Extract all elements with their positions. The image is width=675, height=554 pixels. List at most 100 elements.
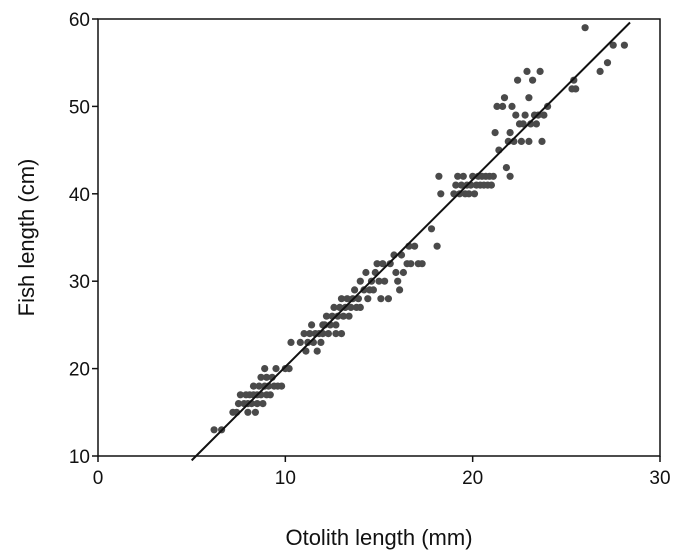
data-point bbox=[489, 172, 497, 180]
data-point bbox=[502, 164, 510, 172]
data-point bbox=[251, 408, 259, 416]
data-point bbox=[304, 338, 312, 346]
data-point bbox=[514, 76, 522, 84]
data-point bbox=[253, 400, 261, 408]
data-point bbox=[377, 295, 385, 303]
data-point bbox=[452, 181, 460, 189]
data-point bbox=[351, 286, 359, 294]
data-point bbox=[369, 286, 377, 294]
data-point bbox=[313, 347, 321, 355]
x-tick-label: 20 bbox=[462, 468, 483, 489]
data-point bbox=[244, 408, 252, 416]
data-point bbox=[356, 303, 364, 311]
data-point bbox=[330, 303, 338, 311]
data-point bbox=[411, 242, 419, 250]
data-point bbox=[339, 312, 347, 320]
y-tick-label: 60 bbox=[69, 10, 90, 31]
data-point bbox=[261, 365, 269, 373]
data-point bbox=[581, 24, 589, 32]
data-point bbox=[437, 190, 445, 198]
data-point bbox=[386, 260, 394, 268]
data-point bbox=[570, 76, 578, 84]
data-point bbox=[306, 330, 314, 338]
data-point bbox=[322, 312, 331, 320]
data-point bbox=[540, 111, 548, 119]
data-point bbox=[433, 242, 441, 250]
data-point bbox=[249, 382, 258, 390]
data-point bbox=[375, 277, 383, 285]
data-point bbox=[459, 172, 467, 180]
data-point bbox=[532, 120, 541, 128]
data-point bbox=[334, 312, 342, 320]
data-point bbox=[394, 277, 402, 285]
y-tick-label: 10 bbox=[69, 447, 90, 468]
data-point bbox=[257, 373, 265, 381]
data-point bbox=[287, 338, 295, 346]
data-point bbox=[508, 102, 516, 110]
data-point bbox=[499, 102, 507, 110]
data-point bbox=[266, 391, 274, 399]
data-point bbox=[465, 190, 473, 198]
data-point bbox=[407, 260, 415, 268]
data-point bbox=[529, 76, 537, 84]
data-point bbox=[491, 129, 499, 137]
data-point bbox=[427, 225, 436, 233]
data-point bbox=[263, 373, 271, 381]
y-tick-label: 20 bbox=[69, 360, 90, 381]
data-point bbox=[347, 303, 355, 311]
data-point bbox=[596, 67, 604, 75]
data-point bbox=[308, 321, 316, 329]
data-point bbox=[620, 41, 629, 49]
data-point bbox=[337, 330, 346, 338]
data-point bbox=[392, 268, 400, 277]
data-point bbox=[418, 260, 426, 268]
data-point bbox=[336, 303, 344, 311]
x-tick-label: 30 bbox=[649, 468, 670, 489]
data-point bbox=[278, 382, 286, 390]
y-tick-label: 30 bbox=[69, 272, 90, 293]
data-point bbox=[544, 102, 552, 110]
x-tick-label: 10 bbox=[275, 468, 296, 489]
data-point bbox=[379, 260, 387, 268]
y-tick-label: 40 bbox=[69, 185, 90, 206]
data-point bbox=[523, 67, 531, 75]
data-point bbox=[384, 295, 392, 303]
data-point bbox=[356, 277, 364, 285]
x-tick-label: 0 bbox=[93, 468, 104, 489]
data-point bbox=[525, 137, 533, 145]
data-point bbox=[454, 172, 462, 180]
data-point bbox=[285, 365, 293, 373]
data-point bbox=[538, 137, 546, 145]
data-point bbox=[210, 426, 218, 434]
data-point bbox=[259, 400, 267, 408]
fit-line bbox=[190, 21, 631, 462]
data-point bbox=[517, 137, 526, 145]
points-layer bbox=[210, 24, 629, 434]
data-point bbox=[255, 382, 263, 390]
data-point bbox=[364, 295, 372, 303]
data-point bbox=[362, 268, 370, 277]
data-point bbox=[500, 94, 509, 102]
data-point bbox=[381, 277, 389, 285]
y-axis-ticks: 10 20 30 40 50 60 bbox=[69, 10, 98, 468]
data-point bbox=[519, 120, 527, 128]
data-point bbox=[332, 321, 340, 329]
data-point bbox=[572, 85, 580, 93]
data-point bbox=[506, 172, 514, 180]
data-point bbox=[360, 286, 368, 294]
data-point bbox=[521, 111, 529, 119]
data-point bbox=[296, 338, 304, 346]
data-point bbox=[343, 295, 351, 303]
data-point bbox=[234, 400, 243, 408]
data-point bbox=[512, 111, 520, 119]
data-point bbox=[332, 330, 340, 338]
x-axis-ticks: 0 10 20 30 bbox=[93, 456, 671, 489]
data-point bbox=[487, 181, 495, 189]
plot-frame bbox=[97, 18, 661, 457]
data-point bbox=[373, 260, 381, 268]
data-point bbox=[536, 67, 544, 75]
data-point bbox=[525, 94, 533, 102]
data-point bbox=[317, 338, 325, 346]
data-point bbox=[396, 286, 404, 294]
